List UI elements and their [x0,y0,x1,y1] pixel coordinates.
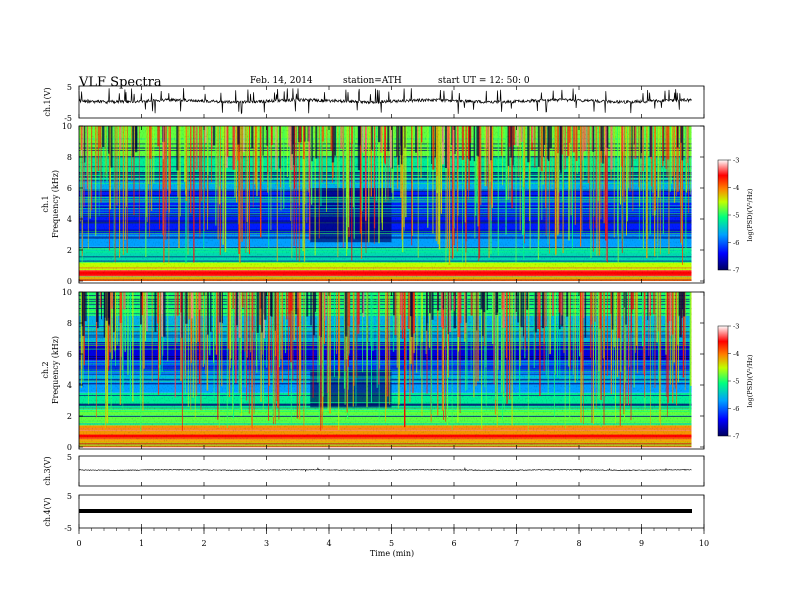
ch3-waveform-frame [78,455,705,487]
time-axis: 0 1 2 3 4 5 6 7 8 9 10 [76,528,709,548]
freq-tick-label: 10 [62,122,72,131]
ch2-spectrogram-panel: 0 2 4 6 8 10 ch.2 Frequency (kHz) [41,288,705,452]
ch1-spectrogram-ylabel: Frequency (kHz) [51,170,60,238]
freq-tick-label: 8 [67,153,72,162]
freq-tick-label: 0 [67,443,72,452]
ch3-waveform-ylabel: ch.3(V) [43,456,52,485]
time-tick-label: 1 [139,539,144,548]
time-axis-panel-ticks [78,86,705,528]
freq-tick-label: 8 [67,319,72,328]
freq-tick-label: 4 [67,215,72,224]
ch1-colorbar: -3 -4 -5 -6 -7 log(PSD)(V²/Hz) [717,157,754,275]
freq-tick-label: 0 [67,277,72,286]
ch4-waveform-ytick-bottom: -5 [64,524,72,533]
time-tick-label: 6 [451,539,456,548]
ch4-waveform-panel: 5 -5 ch.4(V) [43,492,705,533]
ch4-waveform-ytick-top: 5 [67,492,72,501]
time-tick-label: 2 [201,539,206,548]
date-label: Feb. 14, 2014 [250,76,313,86]
spectrogram-empty-area [691,126,704,283]
colorbar-tick-label: -4 [733,350,739,358]
spectrogram-empty-area [691,292,704,449]
colorbar-tick-label: -4 [733,184,739,192]
ch2-spectrogram-ylabel: Frequency (kHz) [51,336,60,404]
ch3-waveform-ytick-top: 5 [67,453,72,462]
ch4-waveform-ylabel: ch.4(V) [43,497,52,526]
colorbar-tick-label: -5 [733,212,739,220]
freq-tick-label: 2 [67,412,72,421]
time-tick-label: 7 [514,539,519,548]
ch2-spectrogram-channel-label: ch.2 [41,361,50,378]
time-tick-label: 10 [699,539,709,548]
colorbar-tick-label: -7 [733,267,739,275]
ch2-colorbar-gradient [717,325,729,437]
ch1-freq-ticks: 0 2 4 6 8 10 [62,122,704,286]
ch1-spectrogram-panel: 0 2 4 6 8 10 ch.1 Frequency (kHz) [41,122,705,286]
ch2-spectrogram-texture [79,292,692,447]
time-tick-label: 5 [389,539,394,548]
freq-tick-label: 2 [67,246,72,255]
station-label: station=ATH [343,76,402,86]
time-axis-label: Time (min) [370,549,414,558]
time-tick-label: 4 [326,539,331,548]
colorbar-tick-label: -6 [733,239,739,247]
start-time-label: start UT = 12: 50: 0 [438,76,530,86]
ch3-waveform-trace [78,467,692,473]
ch3-waveform-panel: 5 ch.3(V) [43,453,705,487]
colorbar-tick-label: -5 [733,378,739,386]
ch1-waveform-trace [78,88,692,115]
figure-title: VLF Spectra [78,75,162,90]
time-tick-label: 0 [76,539,81,548]
freq-tick-label: 4 [67,381,72,390]
ch2-colorbar: -3 -4 -5 -6 -7 log(PSD)(V²/Hz) [717,323,754,441]
time-tick-label: 3 [264,539,269,548]
colorbar-tick-label: -6 [733,405,739,413]
freq-tick-label: 6 [67,184,72,193]
ch1-waveform-ytick-bottom: -5 [64,114,72,123]
ch1-waveform-ylabel: ch.1(V) [43,87,52,116]
freq-tick-label: 6 [67,350,72,359]
ch2-freq-ticks: 0 2 4 6 8 10 [62,288,704,452]
freq-tick-label: 10 [62,288,72,297]
ch1-waveform-ytick-top: 5 [67,83,72,92]
time-tick-label: 9 [639,539,644,548]
ch1-spectrogram-channel-label: ch.1 [41,195,50,212]
colorbar-tick-label: -3 [733,157,739,165]
ch1-colorbar-label: log(PSD)(V²/Hz) [746,188,754,241]
ch1-colorbar-gradient [717,159,729,271]
ch2-colorbar-ticks: -3 -4 -5 -6 -7 [728,323,739,441]
colorbar-tick-label: -7 [733,433,739,441]
ch4-waveform-trace [79,509,692,513]
time-tick-label: 8 [576,539,581,548]
colorbar-tick-label: -3 [733,323,739,331]
ch2-colorbar-label: log(PSD)(V²/Hz) [746,354,754,407]
ch1-spectrogram-texture [79,126,692,281]
ch1-colorbar-ticks: -3 -4 -5 -6 -7 [728,157,739,275]
